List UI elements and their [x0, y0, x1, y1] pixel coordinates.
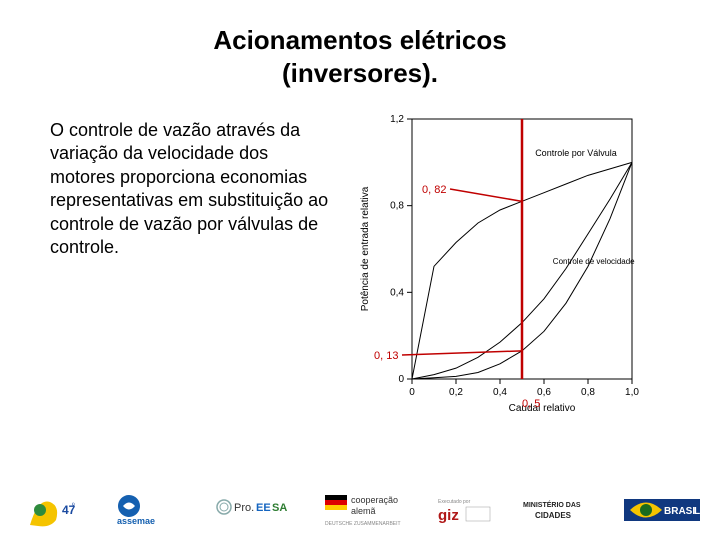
svg-text:0,8: 0,8 [581, 387, 595, 398]
svg-text:EE: EE [256, 502, 271, 514]
svg-text:Pro.: Pro. [234, 502, 254, 514]
svg-text:0: 0 [409, 387, 415, 398]
chart-container: 00,20,40,60,81,000,40,81,2Caudal relativ… [350, 119, 680, 259]
svg-text:SA: SA [272, 502, 287, 514]
svg-text:alemã: alemã [351, 506, 376, 516]
svg-text:0,2: 0,2 [449, 387, 463, 398]
title-line-1: Acionamentos elétricos [213, 25, 506, 55]
svg-text:0, 13: 0, 13 [374, 350, 398, 362]
logo-proeesa: Pro.EESA [214, 492, 292, 528]
svg-text:L: L [694, 506, 700, 517]
svg-text:Executado por: Executado por [438, 499, 471, 505]
svg-text:assemae: assemae [117, 516, 155, 526]
svg-text:CIDADES: CIDADES [535, 511, 572, 520]
content-row: O controle de vazão através da variação … [0, 89, 720, 259]
title-line-2: (inversores). [282, 58, 438, 88]
svg-text:DEUTSCHE ZUSAMMENARBEIT: DEUTSCHE ZUSAMMENARBEIT [325, 521, 401, 527]
svg-text:BRASI: BRASI [664, 506, 695, 517]
svg-text:giz: giz [438, 507, 459, 524]
svg-text:0: 0 [398, 374, 404, 385]
logo-giz: Executado por giz [436, 492, 492, 528]
logo-congresso: 47º [20, 492, 82, 528]
logo-cooperacao-alema: cooperaçãoalemã DEUTSCHE ZUSAMMENARBEIT [323, 492, 405, 528]
logo-assemae: assemae [113, 492, 183, 528]
svg-text:Controle de velocidade: Controle de velocidade [553, 257, 635, 266]
svg-text:Potência de entrada relativa: Potência de entrada relativa [360, 186, 371, 311]
svg-text:Controle por Válvula: Controle por Válvula [535, 148, 617, 158]
svg-text:1,0: 1,0 [625, 387, 639, 398]
svg-text:1,2: 1,2 [390, 114, 404, 125]
svg-text:0,4: 0,4 [493, 387, 507, 398]
svg-text:0,6: 0,6 [537, 387, 551, 398]
slide-title: Acionamentos elétricos (inversores). [0, 0, 720, 89]
svg-text:0,4: 0,4 [390, 287, 404, 298]
logo-ministerio: MINISTÉRIO DAS CIDADES [523, 492, 593, 528]
svg-text:0,8: 0,8 [390, 201, 404, 212]
svg-text:MINISTÉRIO DAS: MINISTÉRIO DAS [523, 500, 581, 509]
svg-text:Caudal relativo: Caudal relativo [509, 403, 576, 414]
logo-brasil: BRASIL [624, 492, 700, 528]
footer-logos: 47º assemae Pro.EESA cooperaçãoalemã DEUT… [20, 492, 700, 528]
svg-text:cooperação: cooperação [351, 495, 398, 505]
svg-text:º: º [72, 503, 75, 510]
body-paragraph: O controle de vazão através da variação … [50, 119, 330, 259]
svg-text:0, 82: 0, 82 [422, 184, 446, 196]
svg-text:0, 5: 0, 5 [522, 398, 540, 410]
power-flow-chart: 0 0,2 0,4 0,6 0,8 1,0 0 0,4 0,8 1,2 Caudal relativ… [350, 109, 662, 429]
